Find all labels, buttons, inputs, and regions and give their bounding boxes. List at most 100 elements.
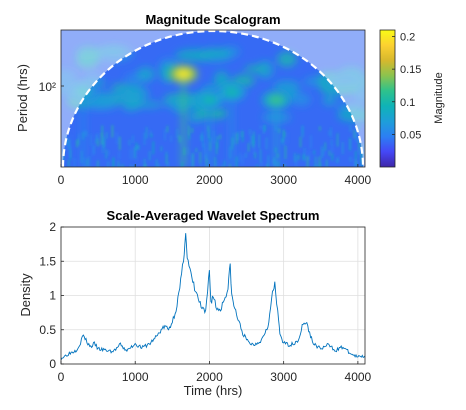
spectrum-y-tick-label: 0	[49, 357, 56, 371]
scalogram-fine-streak	[132, 135, 134, 144]
scalogram-fine-streak	[219, 134, 221, 140]
scalogram-fine-streak	[283, 131, 285, 138]
scalogram-fine-streak	[336, 158, 338, 164]
scalogram-hotspot	[269, 95, 284, 105]
scalogram-fine-streak	[101, 125, 103, 137]
scalogram-fine-streak	[326, 159, 328, 167]
scalogram-fine-streak	[356, 128, 358, 141]
scalogram-fine-streak	[65, 135, 67, 141]
scalogram-fine-streak	[76, 139, 78, 148]
spectrum-x-tick-label: 0	[58, 370, 65, 384]
scalogram-fine-streak	[206, 159, 208, 167]
scalogram-heatmap	[61, 30, 365, 167]
scalogram-fine-streak	[250, 135, 252, 145]
scalogram-y-label: Period (hrs)	[15, 64, 30, 132]
scalogram-fine-streak	[81, 150, 83, 164]
scalogram-y-tick-label: 10²	[39, 80, 56, 94]
scalogram-fine-streak	[235, 156, 238, 167]
scalogram-fine-streak	[134, 147, 136, 159]
scalogram-fine-streak	[102, 141, 104, 154]
scalogram-fine-streak	[355, 131, 357, 142]
scalogram-axes-box	[60, 29, 366, 168]
scalogram-fine-streak	[165, 154, 168, 165]
scalogram-fine-streak	[233, 132, 235, 146]
scalogram-texture-blob	[244, 65, 267, 73]
scalogram-fine-streak	[324, 142, 326, 151]
scalogram-fine-streak	[215, 142, 218, 155]
scalogram-fine-streak	[284, 164, 286, 167]
scalogram-fine-streak	[331, 139, 333, 146]
scalogram-fine-streak	[213, 130, 215, 144]
scalogram-fine-streak	[105, 149, 107, 159]
scalogram-fine-streak	[103, 137, 105, 148]
scalogram-fine-streak	[188, 125, 190, 136]
spectrum-x-label: Time (hrs)	[184, 383, 243, 398]
scalogram-fine-streak	[143, 132, 146, 146]
scalogram-fine-streak	[217, 163, 219, 167]
scalogram-fine-streak	[74, 158, 76, 167]
scalogram-fine-streak	[282, 137, 284, 146]
scalogram-fine-streak	[349, 156, 352, 162]
scalogram-texture-blob	[322, 95, 336, 106]
scalogram-texture-blob	[277, 51, 297, 67]
scalogram-fine-streak	[84, 129, 86, 136]
scalogram-fine-streak	[249, 130, 251, 136]
scalogram-fine-streak	[248, 143, 250, 152]
scalogram-fine-streak	[93, 145, 95, 155]
scalogram-fine-streak	[336, 133, 339, 147]
scalogram-fine-streak	[306, 156, 309, 167]
scalogram-fine-streak	[119, 136, 121, 151]
scalogram-fine-streak	[298, 154, 300, 161]
scalogram-fine-streak	[287, 132, 289, 144]
scalogram-texture-blob	[136, 66, 156, 82]
colorbar-tick-label: 0.2	[400, 32, 415, 44]
scalogram-fine-streak	[201, 131, 203, 141]
scalogram-fine-streak	[195, 148, 197, 153]
scalogram-texture-blob	[172, 103, 190, 114]
scalogram-fine-streak	[112, 157, 115, 167]
scalogram-fine-streak	[144, 158, 146, 167]
scalogram-hotspot	[202, 95, 217, 105]
scalogram-x-tick-label: 4000	[345, 173, 372, 187]
scalogram-fine-streak	[78, 133, 80, 139]
scalogram-fine-streak	[90, 133, 92, 146]
scalogram-fine-streak	[331, 144, 333, 153]
spectrum-y-tick-label: 0.5	[39, 323, 56, 337]
spectrum-x-tick-label: 2000	[196, 370, 223, 384]
scalogram-fine-streak	[355, 160, 357, 165]
scalogram-fine-streak	[97, 138, 99, 147]
spectrum-x-tick-label: 3000	[270, 370, 297, 384]
scalogram-fine-streak	[321, 146, 323, 159]
scalogram-fine-streak	[191, 163, 193, 167]
spectrum-y-tick-label: 1	[49, 289, 56, 303]
scalogram-fine-streak	[362, 142, 364, 157]
scalogram-fine-streak	[295, 155, 297, 167]
scalogram-fine-streak	[263, 125, 265, 134]
scalogram-texture-blob	[213, 71, 230, 88]
scalogram-fine-streak	[304, 147, 306, 161]
scalogram-fine-streak	[129, 148, 132, 159]
scalogram-fine-streak	[313, 150, 315, 155]
scalogram-texture-blob	[205, 48, 229, 57]
scalogram-fine-streak	[216, 136, 218, 149]
spectrum-y-tick-label: 2	[49, 220, 56, 234]
scalogram-fine-streak	[349, 138, 351, 150]
scalogram-fine-streak	[135, 142, 138, 150]
scalogram-fine-streak	[155, 159, 158, 167]
scalogram-fine-streak	[359, 146, 361, 155]
scalogram-fine-streak	[267, 155, 269, 167]
scalogram-title: Magnitude Scalogram	[145, 12, 280, 27]
scalogram-fine-streak	[150, 166, 152, 167]
spectrum-y-tick-label: 1.5	[39, 254, 56, 268]
scalogram-fine-streak	[284, 145, 287, 160]
scalogram-fine-streak	[342, 141, 344, 155]
scalogram-fine-streak	[178, 135, 181, 143]
scalogram-fine-streak	[273, 159, 275, 165]
scalogram-fine-streak	[85, 131, 88, 137]
scalogram-fine-streak	[192, 153, 194, 167]
scalogram-fine-streak	[356, 136, 358, 143]
scalogram-fine-streak	[358, 140, 360, 152]
scalogram-x-tick-label: 1000	[122, 173, 149, 187]
scalogram-texture-blob	[232, 74, 255, 88]
